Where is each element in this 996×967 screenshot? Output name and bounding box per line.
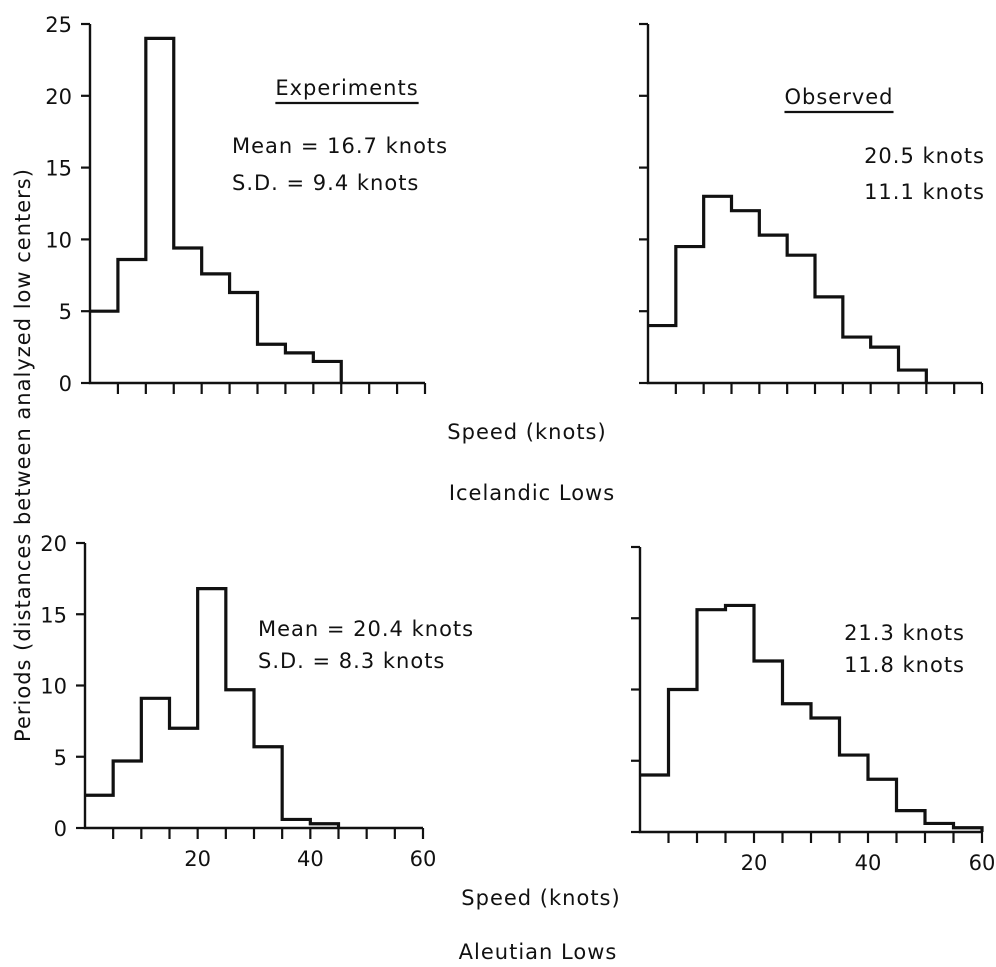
y-tick-label: 25 <box>45 13 72 37</box>
histogram-bar <box>811 718 840 832</box>
histogram-bar <box>226 690 254 828</box>
stats-text: Mean = 20.4 knots <box>258 617 474 641</box>
panel-heading: Experiments <box>275 76 418 100</box>
y-tick-label: 0 <box>54 817 67 841</box>
histogram-bar <box>254 747 282 828</box>
histogram-bar <box>174 248 202 383</box>
histogram-bar <box>840 755 869 832</box>
panel-icelandic-observed: Observed 20.5 knots 11.1 knots <box>639 22 985 394</box>
histogram-bar <box>285 353 313 383</box>
histogram-bar <box>726 605 755 832</box>
histogram-bar <box>258 344 286 383</box>
stats-text: S.D. = 9.4 knots <box>232 171 419 195</box>
y-axis-label: Periods (distances between analyzed low … <box>11 168 35 742</box>
stats-text: 11.8 knots <box>844 653 965 677</box>
histogram-bar <box>313 361 341 383</box>
histogram-bar <box>282 819 310 828</box>
histogram-bar <box>113 761 141 828</box>
histogram-bar <box>198 589 226 828</box>
y-tick-label: 5 <box>59 300 72 324</box>
histogram-outline <box>640 603 984 832</box>
x-axis-label-top: Speed (knots) <box>447 420 606 444</box>
x-axis-label-bottom: Speed (knots) <box>461 886 620 910</box>
histogram-bar <box>843 337 871 383</box>
histogram-outline <box>90 36 343 383</box>
histogram-bar <box>732 211 760 383</box>
histogram-bar <box>648 326 676 383</box>
histogram-bar <box>669 690 698 833</box>
histogram-bar <box>141 698 169 828</box>
histogram-bar <box>704 196 732 383</box>
histogram-bar <box>85 795 113 828</box>
histogram-bar <box>783 704 812 832</box>
y-tick-label: 15 <box>45 157 72 181</box>
x-tick-label: 20 <box>741 851 768 875</box>
panel-aleutian-observed: 20 40 60 21.3 knots 11.8 knots <box>631 545 996 875</box>
y-tick-label: 5 <box>54 746 67 770</box>
histogram-bar <box>759 235 787 383</box>
row-caption-aleutian: Aleutian Lows <box>459 940 618 964</box>
x-tick-label: 60 <box>969 851 996 875</box>
stats-text: Mean = 16.7 knots <box>232 134 448 158</box>
histogram-bar <box>871 347 899 383</box>
stats-text: 21.3 knots <box>844 621 965 645</box>
histogram-bar <box>697 610 726 832</box>
panel-icelandic-experiments: 0 5 10 15 20 25 Experiments Mean = 16.7 knots S.… <box>45 13 448 396</box>
stats-text: S.D. = 8.3 knots <box>258 649 445 673</box>
stats-text: 11.1 knots <box>864 180 985 204</box>
histogram-bar <box>310 824 338 828</box>
histogram-bar <box>868 779 897 832</box>
x-tick-label: 40 <box>855 851 882 875</box>
y-tick-label: 10 <box>40 675 67 699</box>
histogram-bar <box>90 311 118 383</box>
stats-text: 20.5 knots <box>864 144 985 168</box>
histogram-bar <box>815 297 843 383</box>
panel-aleutian-experiments: 0 5 10 15 20 20 40 60 Mean = 20.4 knots S.D. = 8.… <box>40 532 474 871</box>
histogram-bar <box>146 38 174 383</box>
y-tick-label: 0 <box>59 372 72 396</box>
histogram-bar <box>676 247 704 383</box>
histogram-bar <box>899 370 927 383</box>
histogram-bar <box>170 728 198 828</box>
histogram-outline <box>648 194 928 383</box>
x-tick-label: 60 <box>410 847 437 871</box>
y-tick-label: 20 <box>45 85 72 109</box>
histogram-outline <box>85 587 341 828</box>
histogram-bar <box>897 811 926 832</box>
x-tick-label: 20 <box>184 847 211 871</box>
histogram-bar <box>230 293 258 383</box>
histogram-bar <box>787 255 815 383</box>
histogram-bar <box>954 828 983 832</box>
histogram-bar <box>118 260 146 383</box>
y-tick-label: 20 <box>40 532 67 556</box>
y-tick-label: 15 <box>40 603 67 627</box>
histogram-bar <box>640 775 669 832</box>
row-caption-icelandic: Icelandic Lows <box>449 481 615 505</box>
histogram-bar <box>202 274 230 383</box>
histogram-bar <box>925 823 954 832</box>
x-tick-label: 40 <box>297 847 324 871</box>
histogram-bar <box>754 661 783 832</box>
y-tick-label: 10 <box>45 228 72 252</box>
panel-heading: Observed <box>784 85 893 109</box>
